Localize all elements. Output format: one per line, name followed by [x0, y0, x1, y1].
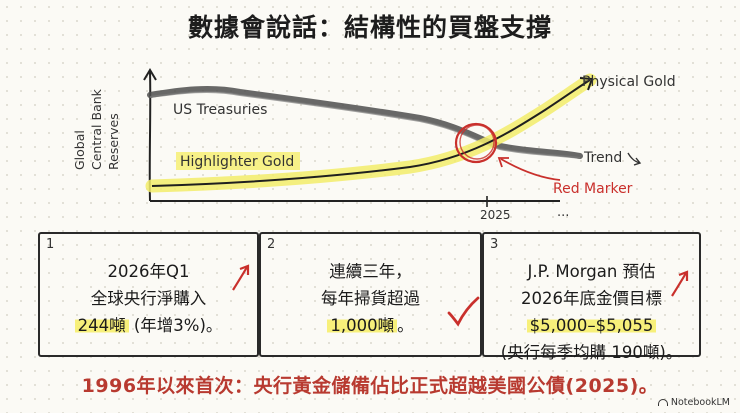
- panel-line: 。: [397, 316, 414, 335]
- up-arrow-icon: [232, 264, 250, 291]
- physical-gold-line: [151, 79, 591, 187]
- panel-number: 2: [267, 237, 276, 252]
- red-marker-circle: [454, 122, 498, 164]
- x-axis-ellipsis: ...: [557, 205, 569, 220]
- x-axis: [149, 199, 561, 203]
- trend-label: Trend: [583, 150, 622, 166]
- highlighter-gold-label: Highlighter Gold: [180, 154, 294, 170]
- x-tick-label: 2025: [480, 208, 511, 222]
- panel-line: (央行每季均購 190噸)。: [500, 343, 683, 362]
- panel-line: J.P. Morgan 預估: [527, 262, 656, 281]
- panel-line: 連續三年，: [329, 262, 412, 281]
- panel-line: 全球央行淨購入: [90, 289, 207, 308]
- y-axis-label: Global Central Bank Reserves: [72, 85, 121, 170]
- red-marker-arrowhead: [497, 157, 509, 168]
- physical-gold-label: Physical Gold: [582, 74, 676, 90]
- y-axis-arrow: [143, 68, 157, 81]
- red-marker-arrow: [500, 158, 561, 181]
- checkmark-icon: [447, 296, 480, 327]
- highlighter-gold-label-bg: [176, 152, 300, 170]
- panel-line: 每年掃貨超過: [321, 289, 420, 308]
- trend-arrow-icon: [627, 152, 642, 166]
- footer-statement: 1996年以來首次：央行黃金儲備佔比正式超越美國公債(2025)。: [81, 375, 659, 397]
- panel-line: 2026年底金價目標: [521, 289, 662, 308]
- brand-name: NotebookLM: [670, 397, 730, 408]
- up-arrow-icon: [671, 270, 689, 297]
- stat-panel-1: 1 2026年Q1 全球央行淨購入 244噸 (年增3%)。: [38, 232, 259, 357]
- notebooklm-logo-icon: [657, 399, 668, 406]
- red-marker-label: Red Marker: [553, 181, 633, 197]
- page-title: 數據會說話：結構性的買盤支撐: [187, 13, 552, 42]
- stat-panel-2: 2 連續三年， 每年掃貨超過 1,000噸。: [259, 232, 482, 357]
- us-treasuries-label: US Treasuries: [173, 102, 267, 118]
- panel-number: 1: [46, 237, 55, 252]
- brand-watermark: NotebookLM: [657, 397, 730, 408]
- stat-panel-3: 3 J.P. Morgan 預估 2026年底金價目標 $5,000–$5,05…: [482, 232, 701, 362]
- highlighted-value: 244噸: [74, 316, 129, 335]
- panel-number: 3: [490, 237, 499, 252]
- highlighted-value: $5,000–$5,055: [526, 316, 657, 335]
- panel-line: (年增3%)。: [128, 316, 223, 335]
- highlighted-value: 1,000噸: [327, 316, 398, 335]
- panel-line: 2026年Q1: [107, 262, 190, 281]
- us-treasuries-line: [147, 86, 583, 159]
- trend-chart: 2025 ... Global Central Bank Reserves US…: [72, 68, 676, 222]
- physical-gold-arrowhead: [579, 77, 594, 91]
